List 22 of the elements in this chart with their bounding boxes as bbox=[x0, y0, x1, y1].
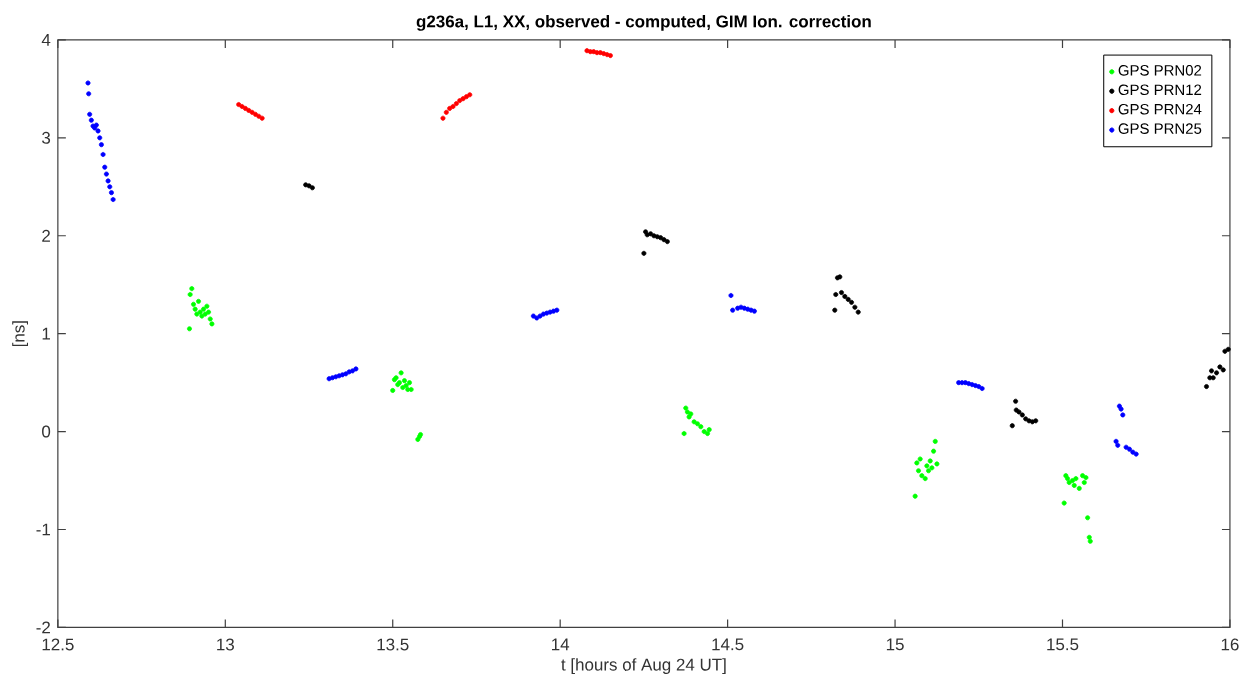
legend-label: GPS PRN25 bbox=[1118, 123, 1202, 134]
y-axis-title: [ns] bbox=[12, 321, 29, 346]
y-tick-label: 2 bbox=[42, 229, 50, 242]
x-tick-label: 13.5 bbox=[377, 638, 409, 651]
y-tick-label: 3 bbox=[42, 131, 51, 144]
x-tick-label: 14 bbox=[552, 638, 570, 651]
x-tick-label: 12.5 bbox=[42, 638, 74, 651]
legend-label: GPS PRN24 bbox=[1118, 103, 1202, 115]
y-tick-label: 0 bbox=[42, 425, 51, 438]
x-tick-label: 15 bbox=[886, 638, 904, 651]
y-tick-label: 4 bbox=[41, 33, 51, 46]
legend-label: GPS PRN12 bbox=[1118, 84, 1202, 95]
y-tick-label: 1 bbox=[42, 327, 50, 340]
chart-title: g236a, L1, XX, observed - computed, GIM Ion. correction bbox=[416, 14, 871, 31]
legend-label: GPS PRN02 bbox=[1118, 64, 1202, 76]
x-tick-label: 15.5 bbox=[1047, 638, 1079, 651]
x-axis-title: t [hours of Aug 24 UT] bbox=[561, 658, 726, 674]
x-tick-label: 13 bbox=[217, 638, 234, 651]
y-tick-label: -2 bbox=[36, 621, 50, 634]
y-tick-label: -1 bbox=[36, 523, 50, 536]
x-tick-label: 16 bbox=[1221, 638, 1239, 651]
x-tick-label: 14.5 bbox=[712, 638, 744, 651]
